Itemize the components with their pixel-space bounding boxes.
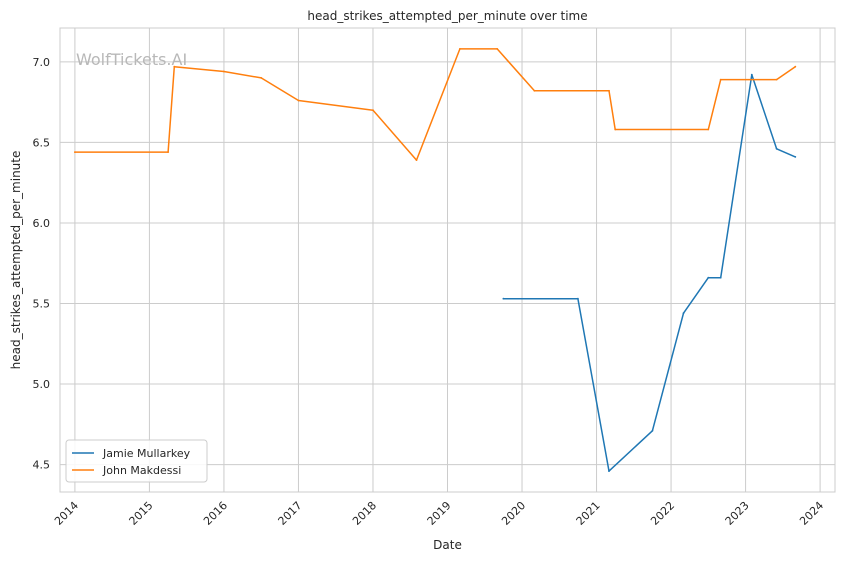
data-point — [719, 276, 722, 279]
y-tick-label: 6.5 — [33, 136, 51, 149]
data-point — [496, 48, 499, 50]
legend-box — [65, 439, 208, 483]
data-point — [775, 78, 778, 81]
data-point — [415, 159, 418, 162]
data-point — [608, 470, 610, 472]
data-point — [173, 65, 176, 68]
legend-label-0: Jamie Mullarkey — [102, 447, 191, 460]
data-point — [459, 48, 461, 50]
data-point — [707, 276, 710, 279]
legend-label-1: John Makdessi — [102, 464, 181, 477]
y-axis-title: head_strikes_attempted_per_minute — [9, 151, 23, 370]
data-point — [167, 151, 170, 154]
series-line-0 — [502, 73, 797, 472]
y-tick-label: 5.0 — [33, 378, 51, 391]
chart-title: head_strikes_attempted_per_minute over t… — [307, 9, 587, 23]
grid-lines — [60, 28, 835, 492]
y-tick-label: 6.0 — [33, 217, 51, 230]
x-axis-title: Date — [433, 538, 462, 552]
data-point — [608, 89, 610, 92]
data-point — [74, 151, 76, 154]
series-layer — [74, 48, 797, 472]
data-point — [682, 312, 685, 315]
data-point — [794, 156, 797, 158]
watermark-text: WolfTickets.AI — [76, 50, 187, 69]
data-point — [651, 429, 654, 432]
data-point — [533, 89, 536, 92]
data-point — [223, 70, 225, 73]
y-tick-label: 7.0 — [33, 56, 51, 69]
data-point — [577, 297, 579, 300]
data-point — [502, 297, 505, 300]
data-point — [297, 99, 300, 102]
data-point — [750, 73, 753, 76]
data-point — [719, 78, 722, 81]
y-tick-labels: 4.5 5.0 5.5 6.0 6.5 7.0 — [33, 56, 51, 472]
data-point — [707, 128, 710, 131]
data-point — [372, 109, 374, 112]
legend: Jamie Mullarkey John Makdessi — [65, 439, 208, 483]
data-point — [775, 147, 778, 150]
plot-frame — [59, 27, 836, 493]
data-point — [260, 77, 263, 79]
data-point — [614, 128, 617, 131]
y-tick-label: 5.5 — [33, 298, 51, 311]
y-tick-label: 4.5 — [33, 459, 51, 472]
data-point — [794, 65, 797, 68]
